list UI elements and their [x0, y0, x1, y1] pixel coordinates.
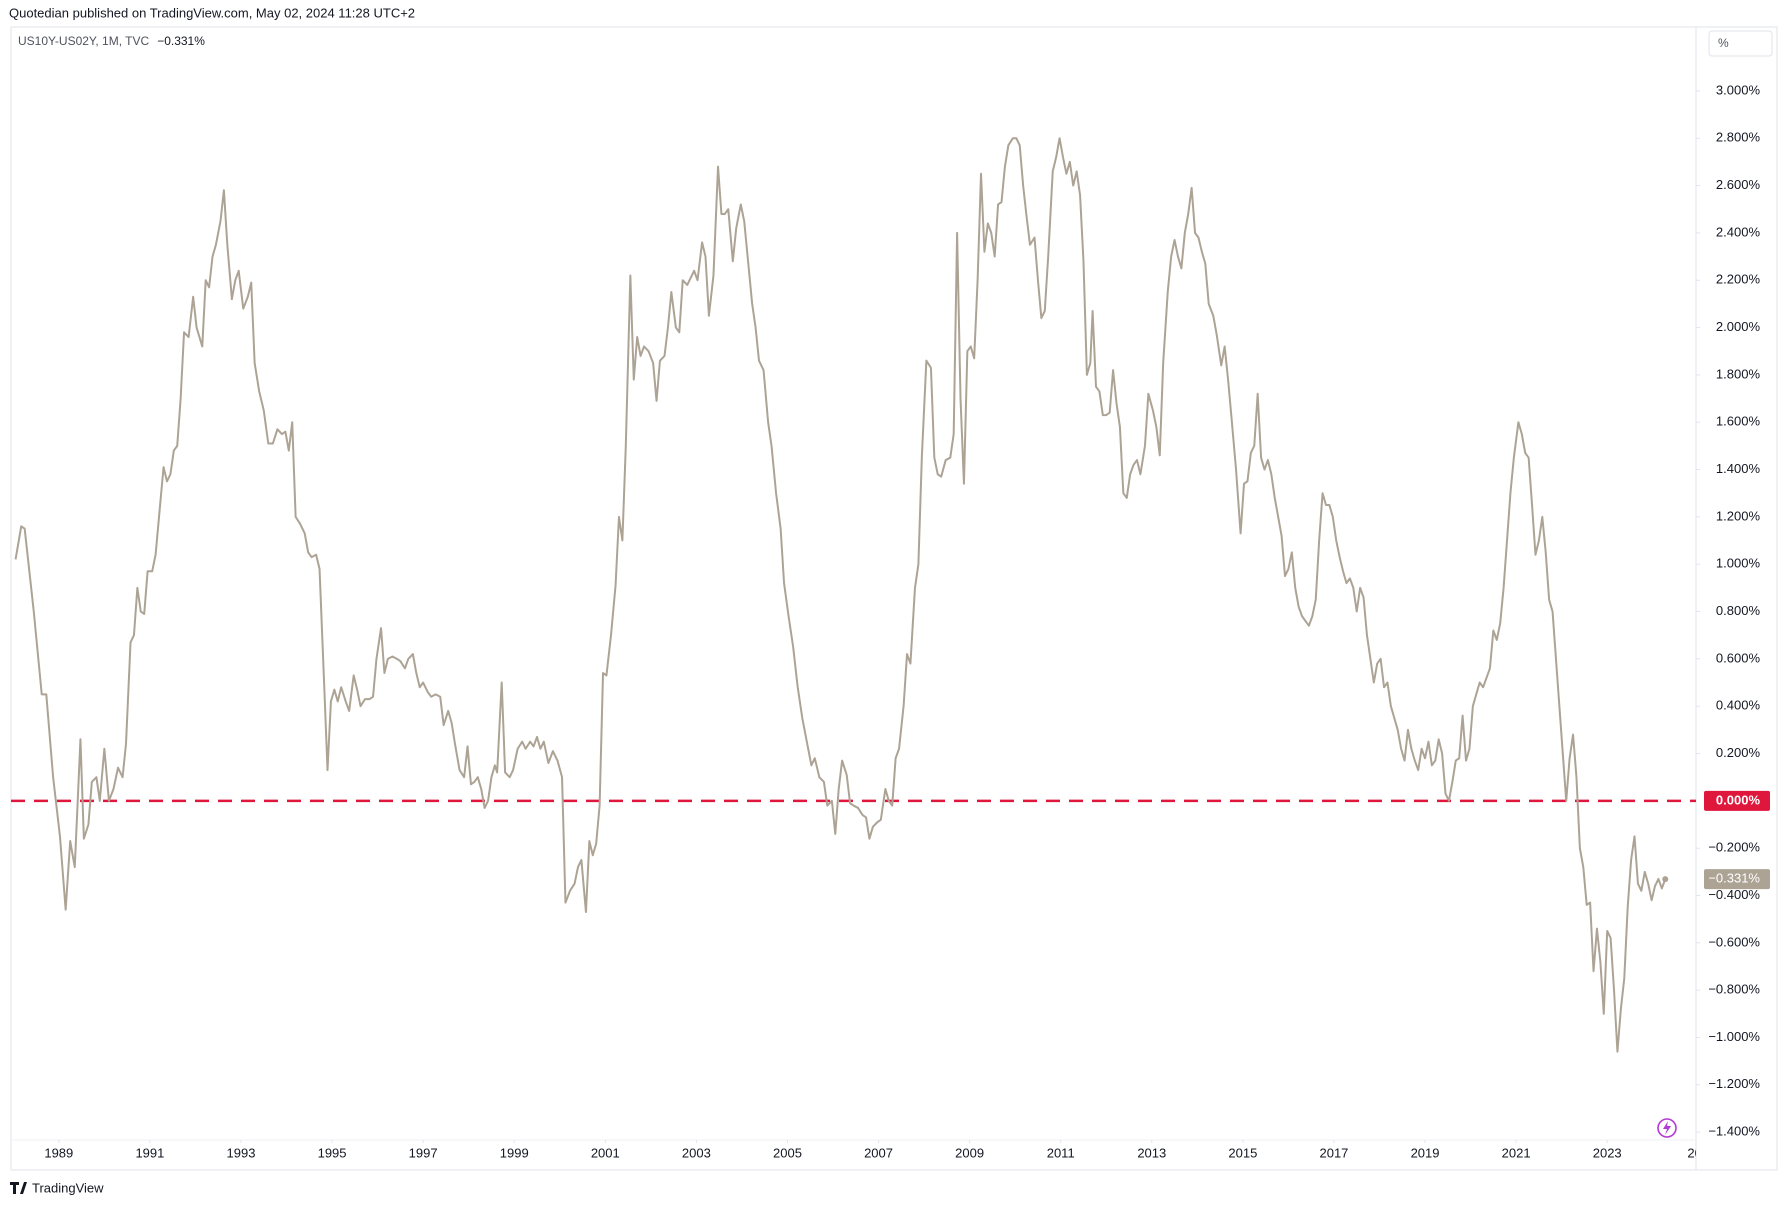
x-tick-label: 2019: [1411, 1145, 1440, 1160]
x-axis-labels: 1989 1991 1993 1995 1997 1999 2001 2003 2005 2007…: [44, 1140, 1709, 1160]
tradingview-logo: TradingView: [10, 1180, 104, 1195]
x-tick-label: 2021: [1502, 1145, 1531, 1160]
y-tick-label: 2.400%: [1716, 224, 1761, 239]
y-tick-label: −1.400%: [1708, 1124, 1760, 1139]
y-tick-label: 1.200%: [1716, 508, 1761, 523]
x-tick-label: 2003: [682, 1145, 711, 1160]
x-tick-label: 1999: [500, 1145, 529, 1160]
x-tick-label: 1993: [227, 1145, 256, 1160]
y-tick-label: 0.600%: [1716, 650, 1761, 665]
x-tick-label: 1995: [318, 1145, 347, 1160]
zero-label-box: [1704, 790, 1770, 811]
x-tick-label: 2005: [773, 1145, 802, 1160]
publish-header: Quotedian published on TradingView.com, …: [9, 5, 415, 20]
x-tick-label: 2011: [1047, 1145, 1075, 1160]
footer-brand: TradingView: [32, 1180, 104, 1195]
plot-area: [14, 137, 1669, 1053]
snapshot-ring[interactable]: [1657, 1118, 1677, 1138]
y-tick-label: −0.400%: [1708, 887, 1760, 902]
y-tick-label: 2.800%: [1716, 130, 1761, 145]
y-tick-label: −0.600%: [1708, 934, 1760, 949]
last-value-label: −0.331%: [1708, 871, 1760, 886]
y-tick-label: −1.000%: [1708, 1029, 1760, 1044]
legend-value: −0.331%: [157, 34, 205, 48]
y-tick-label: 1.000%: [1716, 556, 1761, 571]
series-line: [14, 137, 1667, 1053]
x-tick-label: 1991: [135, 1145, 164, 1160]
y-tick-label: −0.800%: [1708, 982, 1760, 997]
y-tick-label: 0.800%: [1716, 603, 1761, 618]
x-tick-label: 2013: [1137, 1145, 1166, 1160]
y-tick-label: 1.800%: [1716, 366, 1761, 381]
unit-button[interactable]: [1708, 30, 1773, 57]
x-tick-label: 2007: [864, 1145, 893, 1160]
x-tick-label: 1997: [409, 1145, 438, 1160]
y-tick-label: 1.400%: [1716, 461, 1761, 476]
x-tick-label: 202: [1687, 1145, 1709, 1160]
last-value-box: [1704, 869, 1770, 890]
y-tick-label: 3.000%: [1716, 82, 1761, 97]
y-tick-label: 2.200%: [1716, 272, 1761, 287]
x-tick-label: 2015: [1228, 1145, 1257, 1160]
last-point: [1662, 876, 1669, 883]
x-tick-label: 2023: [1593, 1145, 1622, 1160]
y-tick-label: 1.600%: [1716, 414, 1761, 429]
snapshot-icon[interactable]: [1657, 1118, 1677, 1138]
logo-mark: [10, 1182, 27, 1194]
y-tick-label: 2.000%: [1716, 319, 1761, 334]
y-tick-label: 0.400%: [1716, 698, 1761, 713]
x-tick-label: 2009: [955, 1145, 984, 1160]
legend-symbol: US10Y-US02Y, 1M, TVC: [18, 34, 150, 48]
x-tick-label: 1989: [44, 1145, 73, 1160]
unit-button-label[interactable]: %: [1718, 36, 1729, 50]
x-tick-label: 2017: [1319, 1145, 1348, 1160]
y-tick-label: −1.200%: [1708, 1076, 1760, 1091]
zero-label: 0.000%: [1716, 792, 1761, 807]
chart-frame: [10, 26, 1778, 1171]
y-tick-label: 2.600%: [1716, 177, 1761, 192]
y-tick-label: 0.200%: [1716, 745, 1761, 760]
snapshot-bolt[interactable]: [1663, 1121, 1671, 1135]
y-tick-label: −0.200%: [1708, 840, 1760, 855]
x-tick-label: 2001: [591, 1145, 620, 1160]
